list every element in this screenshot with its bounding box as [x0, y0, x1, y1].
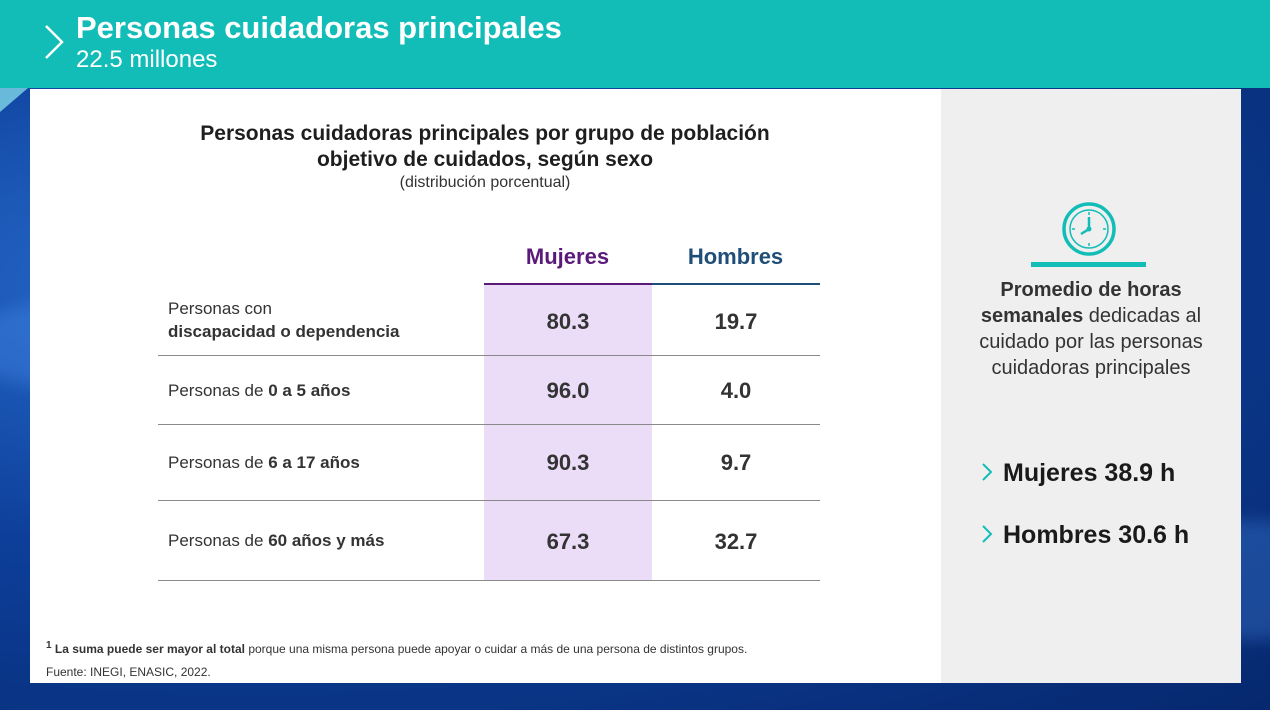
column-header-mujeres: Mujeres: [525, 244, 610, 269]
footnote: 1 La suma puede ser mayor al total porqu…: [46, 640, 748, 656]
table-cell-mujeres: 90.3: [546, 450, 590, 475]
chevron-right-icon: [982, 525, 993, 543]
table-cell-hombres: 19.7: [714, 309, 758, 334]
stat-hombres: Hombres 30.6 h: [979, 521, 1189, 550]
table-cell-hombres: 9.7: [720, 450, 752, 475]
accent-divider: [1031, 262, 1146, 267]
corner-decoration: [0, 88, 28, 112]
table-cell-hombres: 32.7: [714, 529, 758, 554]
row-divider: [158, 580, 820, 581]
table-row-label: Personas de 6 a 17 años: [168, 453, 360, 472]
stat-mujeres: Mujeres 38.9 h: [979, 459, 1175, 488]
row-divider: [158, 424, 820, 425]
source-note: Fuente: INEGI, ENASIC, 2022.: [46, 665, 211, 679]
table-title: Personas cuidadoras principales por grup…: [200, 122, 770, 171]
row-divider: [158, 355, 820, 356]
header-underline-mujeres: [484, 283, 652, 285]
table-cell-mujeres: 67.3: [546, 529, 590, 554]
column-header-hombres: Hombres: [687, 244, 784, 269]
side-panel: Promedio de horas semanales dedicadas al…: [941, 89, 1241, 683]
header-bar: Personas cuidadoras principales 22.5 mil…: [0, 0, 1270, 88]
page-subtitle: 22.5 millones: [76, 46, 218, 73]
table-cell-mujeres: 96.0: [546, 378, 590, 403]
chevron-right-icon: [982, 463, 993, 481]
table-row-label: Personas de 60 años y más: [168, 531, 385, 550]
side-description: Promedio de horas semanales dedicadas al…: [979, 279, 1203, 379]
header-underline-hombres: [652, 283, 820, 285]
main-panel: Personas cuidadoras principales por grup…: [30, 89, 941, 683]
clock-icon: [1062, 202, 1116, 256]
table-row-label: Personas de 0 a 5 años: [168, 381, 351, 400]
table-note: (distribución porcentual): [399, 174, 571, 191]
page-title: Personas cuidadoras principales: [76, 10, 562, 45]
table-cell-mujeres: 80.3: [546, 309, 590, 334]
chevron-right-icon: [45, 25, 64, 59]
table-row-label: Personas con discapacidad o dependencia: [168, 299, 400, 341]
mujeres-column-highlight: [484, 283, 652, 581]
table-cell-hombres: 4.0: [720, 378, 752, 403]
row-divider: [158, 500, 820, 501]
